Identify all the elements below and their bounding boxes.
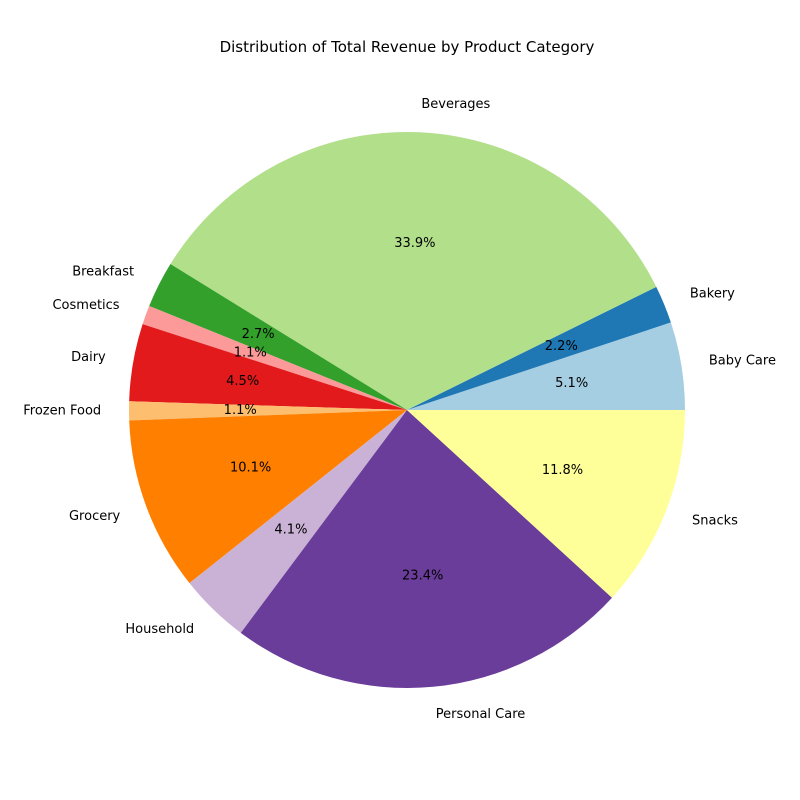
- pie-slice-snacks: [407, 410, 685, 598]
- slice-label-bakery: Bakery: [690, 286, 735, 301]
- slice-label-grocery: Grocery: [69, 509, 121, 524]
- slice-percent-grocery: 10.1%: [230, 460, 271, 475]
- slice-label-breakfast: Breakfast: [72, 265, 134, 280]
- pie-slice-household: [189, 410, 407, 633]
- slice-label-household: Household: [125, 622, 194, 637]
- pie-labels: Baby Care 5.1% Bakery 2.2% Beverages 33.9% Bre…: [23, 97, 776, 722]
- slice-percent-snacks: 11.8%: [542, 463, 583, 478]
- slice-percent-personal-care: 23.4%: [402, 569, 443, 584]
- slice-percent-beverages: 33.9%: [394, 236, 435, 251]
- slice-percent-cosmetics: 1.1%: [234, 346, 267, 361]
- pie-slice-baby-care: [407, 322, 685, 410]
- pie-slice-cosmetics: [142, 306, 407, 410]
- slice-label-cosmetics: Cosmetics: [52, 298, 119, 313]
- chart-title: Distribution of Total Revenue by Product…: [220, 38, 595, 56]
- slice-label-snacks: Snacks: [692, 513, 738, 528]
- slice-label-beverages: Beverages: [421, 97, 490, 112]
- slice-label-frozen-food: Frozen Food: [23, 403, 101, 418]
- slice-label-dairy: Dairy: [71, 350, 106, 365]
- pie-slice-frozen-food: [129, 401, 408, 421]
- pie-slices: [129, 131, 685, 689]
- pie-slice-dairy: [129, 324, 407, 410]
- slice-label-personal-care: Personal Care: [436, 707, 526, 722]
- slice-percent-frozen-food: 1.1%: [224, 403, 257, 418]
- slice-percent-household: 4.1%: [274, 522, 307, 537]
- pie-slice-breakfast: [149, 264, 408, 410]
- slice-label-baby-care: Baby Care: [709, 354, 776, 369]
- pie-slice-personal-care: [240, 410, 613, 689]
- slice-percent-baby-care: 5.1%: [555, 376, 588, 391]
- slice-percent-dairy: 4.5%: [226, 374, 259, 389]
- slice-percent-bakery: 2.2%: [545, 339, 578, 354]
- pie-slice-beverages: [170, 131, 657, 410]
- pie-slice-grocery: [129, 410, 408, 584]
- pie-slice-bakery: [407, 286, 671, 410]
- slice-percent-breakfast: 2.7%: [242, 327, 275, 342]
